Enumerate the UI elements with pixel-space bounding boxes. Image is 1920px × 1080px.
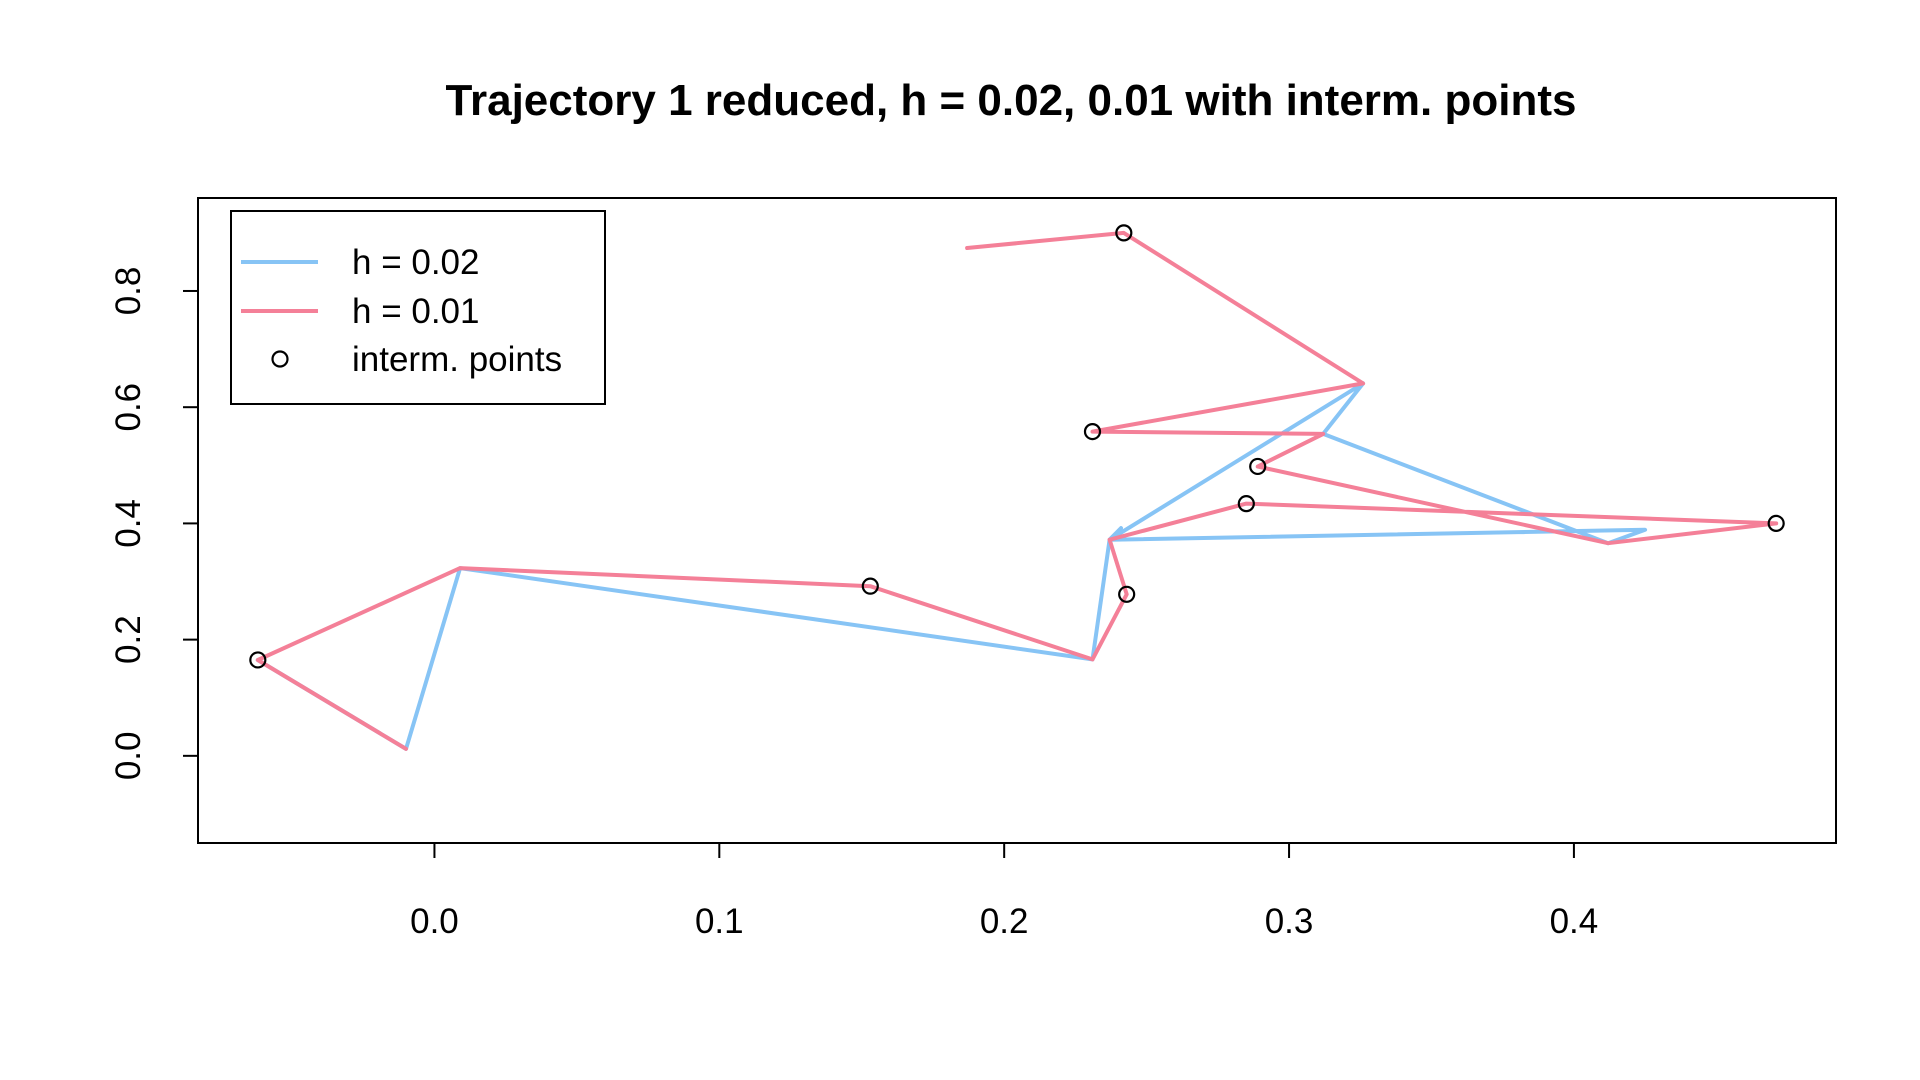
y-tick-label: 0.0 [109, 732, 148, 781]
x-tick-label: 0.1 [695, 902, 744, 941]
chart-title: Trajectory 1 reduced, h = 0.02, 0.01 wit… [446, 76, 1577, 125]
interm-point [861, 577, 879, 595]
points-layer [249, 224, 1785, 669]
legend-label: h = 0.02 [352, 243, 479, 282]
legend-box [230, 210, 606, 405]
interm-point [1115, 224, 1133, 242]
y-tick-label: 0.2 [109, 615, 148, 664]
interm-point [1237, 495, 1255, 513]
legend-label: interm. points [352, 340, 562, 379]
y-tick-label: 0.4 [109, 499, 148, 548]
axes-layer: 0.0 0.1 0.2 0.3 0.4 0.0 0.2 0.4 0.6 0.8 [109, 197, 1837, 941]
interm-point [1767, 514, 1785, 533]
x-tick-label: 0.2 [980, 902, 1029, 941]
x-tick-label: 0.3 [1265, 902, 1314, 941]
x-tick-label: 0.0 [410, 902, 459, 941]
series-line-2 [255, 230, 1779, 751]
interm-point [1118, 585, 1136, 603]
interm-point [1083, 422, 1102, 441]
interm-point [249, 651, 267, 669]
legend-label: h = 0.01 [352, 292, 479, 331]
legend: h = 0.02 h = 0.01 interm. points [230, 210, 606, 405]
legend-swatch [271, 350, 289, 368]
series-layer [255, 230, 1779, 751]
x-tick-label: 0.4 [1550, 902, 1599, 941]
series-line-1 [255, 381, 1648, 751]
y-tick-label: 0.8 [109, 267, 148, 316]
interm-point [1249, 457, 1267, 476]
y-tick-label: 0.6 [109, 383, 148, 432]
